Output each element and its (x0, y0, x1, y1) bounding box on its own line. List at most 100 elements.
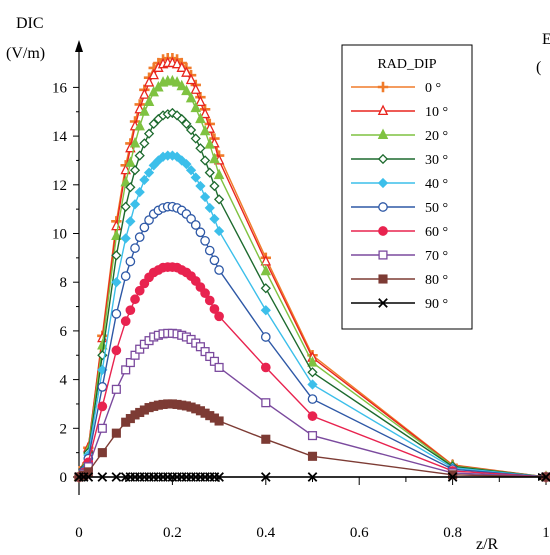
data-point (261, 398, 271, 408)
data-point (260, 305, 271, 316)
data-point (209, 304, 220, 314)
legend-marker (377, 177, 389, 189)
data-point (143, 167, 155, 178)
data-point (204, 138, 216, 149)
data-point (139, 138, 150, 149)
data-point (307, 379, 318, 390)
data-point (121, 365, 131, 375)
data-point (307, 472, 318, 482)
data-point (199, 124, 211, 136)
data-point (195, 180, 206, 192)
legend-label: 80 ° (425, 273, 448, 288)
legend-label: 90 ° (425, 297, 448, 312)
x-tick-label: 0.4 (256, 525, 275, 541)
data-point (125, 358, 135, 368)
data-point (125, 182, 136, 193)
data-point (125, 256, 136, 267)
data-point (185, 165, 197, 176)
data-point (153, 80, 164, 92)
legend-item: 60 ° (351, 225, 448, 240)
data-point (111, 345, 122, 356)
data-point (214, 362, 224, 372)
legend-marker (378, 226, 388, 236)
x-tick-label: 0.8 (443, 525, 462, 541)
legend-marker (378, 298, 388, 308)
series-9 (74, 472, 550, 482)
data-point (200, 235, 210, 246)
legend-label: 60 ° (425, 225, 448, 240)
data-point (111, 277, 122, 288)
legend-label: 70 ° (425, 249, 448, 264)
data-point (214, 416, 224, 426)
legend-label: 40 ° (425, 177, 448, 192)
data-point (190, 101, 202, 113)
y-tick-label: 8 (60, 275, 68, 291)
legend-item: 70 ° (351, 249, 448, 264)
legend-marker (377, 81, 389, 93)
legend-item: 50 ° (351, 201, 448, 216)
data-point (447, 472, 458, 482)
data-point (190, 83, 202, 94)
legend-marker (377, 128, 389, 140)
y-tick-label: 2 (60, 421, 68, 437)
legend-item: 80 ° (351, 273, 448, 288)
data-point (307, 367, 318, 378)
data-point (181, 84, 192, 96)
data-point (135, 344, 145, 354)
data-point (209, 356, 219, 366)
data-point (190, 220, 201, 230)
data-point (204, 202, 215, 214)
data-point (200, 288, 210, 299)
data-point (143, 128, 155, 139)
series-2 (73, 74, 550, 482)
data-point (307, 431, 318, 441)
data-point (97, 448, 107, 458)
data-point (209, 255, 220, 266)
data-point (134, 150, 145, 161)
data-point (148, 85, 159, 97)
data-point (190, 172, 201, 183)
y-tick-label: 6 (60, 324, 68, 340)
data-point (185, 73, 197, 85)
data-point (199, 107, 211, 119)
series-4 (73, 150, 550, 483)
data-point (130, 243, 140, 253)
y-tick-label: 10 (52, 227, 67, 243)
y-axis-title-line2: (V/m) (6, 45, 45, 62)
data-point (307, 451, 318, 461)
data-point (185, 91, 197, 103)
data-point (176, 61, 187, 72)
series-line (78, 154, 547, 478)
y-axis-title-line1: DIC (16, 15, 44, 32)
data-point (204, 167, 215, 178)
legend-box (341, 44, 473, 330)
data-point (209, 213, 220, 225)
cropped-label-bottom: ( (536, 59, 541, 76)
data-point (111, 250, 122, 261)
data-point (134, 232, 145, 243)
data-point (125, 141, 136, 153)
data-point (129, 165, 141, 176)
data-point (181, 66, 192, 77)
data-point (185, 124, 197, 136)
y-tick-label: 14 (52, 129, 68, 145)
axes: 0 2 4 6 8 10 12 14 16 0 0.2 0.4 0.6 0.8 1 (52, 40, 550, 541)
data-point (120, 316, 131, 327)
legend-label: 20 ° (425, 129, 448, 144)
data-point (260, 472, 271, 482)
data-point (111, 428, 121, 438)
data-point (111, 309, 122, 319)
legend-marker (378, 274, 388, 284)
data-point (195, 227, 206, 238)
series-layer (73, 52, 550, 483)
legend-item: 10 ° (351, 104, 448, 120)
data-point (307, 394, 318, 404)
data-point (448, 470, 458, 480)
data-point (199, 155, 211, 166)
y-tick-label: 4 (60, 373, 68, 389)
data-point (148, 160, 159, 171)
x-tick-label: 0 (75, 525, 83, 541)
data-point (111, 229, 122, 240)
x-tick-label: 1 (542, 525, 550, 541)
data-point (204, 245, 215, 256)
